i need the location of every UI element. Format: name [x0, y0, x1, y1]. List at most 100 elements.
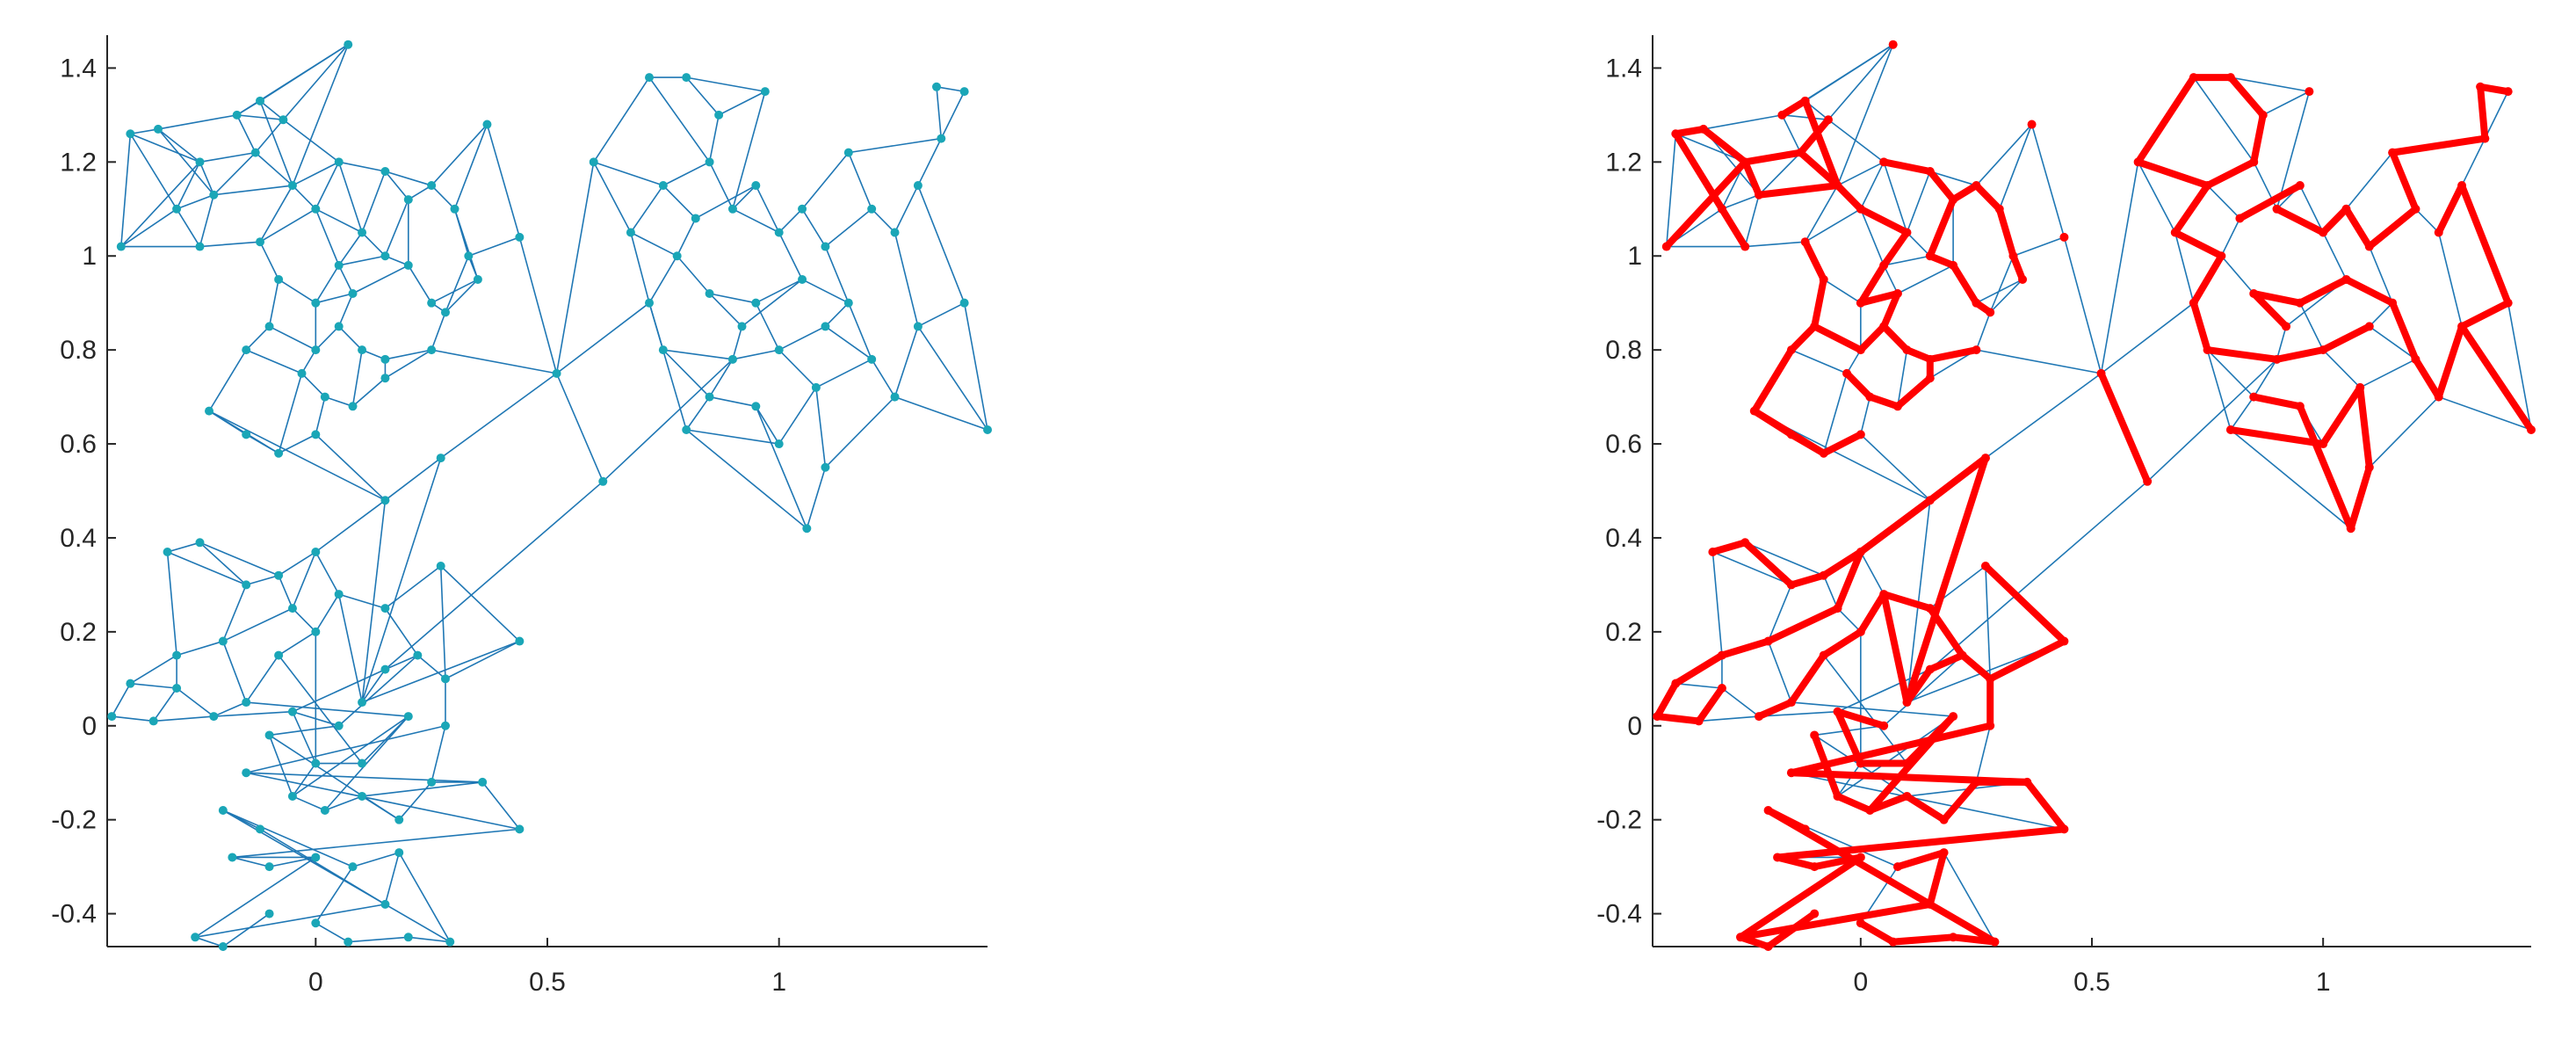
graph-node: [334, 157, 344, 167]
graph-edge: [384, 199, 409, 257]
graph-edge: [709, 396, 756, 408]
graph-edge: [199, 241, 261, 248]
graph-node: [274, 448, 284, 458]
graph-edge: [1906, 231, 1931, 257]
y-tick-label: 0: [1627, 712, 1642, 741]
graph-edge: [718, 91, 766, 116]
graph-node: [209, 712, 219, 722]
graph-node: [311, 759, 321, 768]
graph-edge: [292, 715, 409, 797]
graph-node: [279, 115, 288, 125]
graph-edge: [324, 396, 353, 408]
graph-node: [1980, 562, 1990, 571]
graph-edge: [222, 641, 247, 703]
graph-node: [1856, 627, 1865, 636]
graph-node: [2059, 636, 2069, 646]
graph-edge: [245, 433, 279, 454]
graph-edge: [292, 551, 317, 609]
highlighted-edge: [1755, 699, 1795, 721]
graph-edge: [130, 682, 177, 689]
graph-node: [287, 791, 297, 801]
highlighted-edge: [2236, 182, 2304, 222]
graph-edge: [269, 724, 339, 737]
graph-node: [2143, 476, 2153, 486]
graph-edge: [315, 593, 340, 633]
graph-edge: [1827, 44, 1894, 120]
highlighted-edge: [1737, 900, 1934, 941]
graph-edge: [1711, 551, 1723, 656]
graph-edge: [337, 293, 354, 327]
graph-edge: [255, 119, 285, 154]
graph-edge: [2322, 232, 2348, 280]
graph-edge: [384, 607, 418, 657]
graph-edge: [2507, 302, 2532, 431]
graph-edge: [708, 114, 720, 163]
graph-node: [2018, 274, 2028, 284]
graph-node: [242, 345, 251, 355]
x-tick-label: 0.5: [529, 968, 566, 997]
graph-edge: [269, 325, 316, 351]
graph-edge: [648, 76, 711, 163]
graph-node: [1879, 721, 1889, 730]
graph-edge: [315, 161, 340, 210]
graph-node: [2341, 274, 2351, 284]
graph-node: [2059, 232, 2069, 242]
highlighted-edge: [1820, 628, 1864, 659]
graph-node: [2319, 228, 2328, 237]
graph-node: [126, 679, 135, 688]
graph-edge: [1846, 349, 1862, 374]
highlighted-edge: [2171, 182, 2211, 236]
graph-edge: [1985, 373, 2102, 459]
graph-node: [705, 288, 714, 298]
graph-node: [2457, 181, 2467, 191]
graph-edge: [1836, 44, 1894, 186]
graph-node: [1949, 195, 1958, 205]
highlighted-edge: [1750, 346, 1795, 415]
graph-edge: [324, 795, 363, 811]
graph-edge: [315, 922, 349, 943]
graph-edge: [235, 114, 257, 153]
graph-node: [811, 382, 821, 392]
graph-edge: [824, 246, 850, 303]
graph-node: [1986, 308, 1995, 317]
graph-edge: [315, 208, 363, 234]
graph-node: [126, 129, 135, 139]
graph-edge: [278, 575, 293, 609]
graph-edge: [894, 185, 919, 233]
graph-node: [380, 664, 390, 674]
graph-edge: [1721, 193, 1760, 210]
graph-node: [1925, 374, 1935, 383]
graph-node: [1856, 759, 1865, 768]
graph-node: [1879, 322, 1889, 331]
highlighted-edge: [2389, 134, 2489, 156]
graph-edge: [439, 565, 446, 679]
graph-edge: [351, 377, 386, 407]
graph-node: [413, 650, 423, 660]
graph-node: [2434, 392, 2443, 402]
graph-node: [311, 918, 321, 928]
graph-edge: [361, 795, 400, 821]
graph-node: [705, 157, 714, 167]
graph-edge: [129, 133, 177, 210]
graph-edge: [315, 396, 326, 435]
graph-node: [297, 368, 307, 378]
highlighted-edge: [1856, 591, 1888, 635]
graph-edge: [384, 481, 604, 671]
graph-node: [209, 190, 219, 200]
graph-node: [1972, 298, 1981, 308]
graph-node: [1939, 815, 1949, 824]
graph-edge: [742, 279, 803, 328]
graph-node: [843, 298, 853, 308]
highlighted-edge: [1940, 778, 1980, 824]
graph-node: [403, 195, 413, 205]
graph-node: [2225, 425, 2235, 435]
graph-edge: [1860, 208, 1885, 266]
graph-edge: [259, 241, 279, 280]
graph-node: [751, 298, 761, 308]
graph-edge: [2253, 359, 2278, 398]
highlighted-edge: [1672, 125, 1707, 138]
graph-node: [1925, 251, 1935, 261]
graph-node: [436, 454, 445, 463]
graph-edge: [2299, 302, 2324, 351]
highlighted-edge: [2097, 369, 2152, 485]
